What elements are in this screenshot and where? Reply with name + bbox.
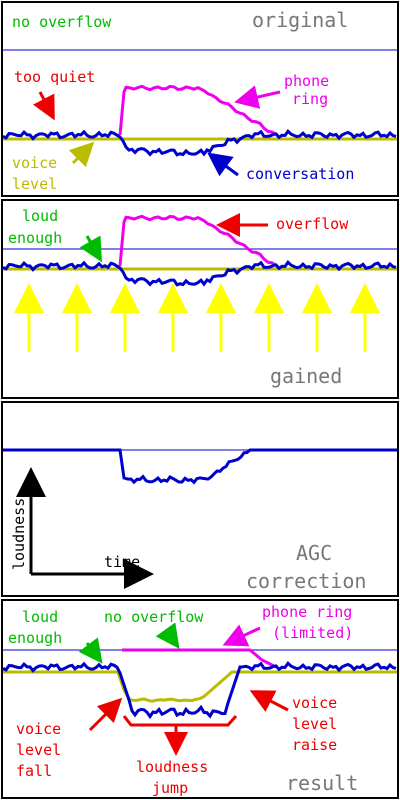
panel-result-frame — [1, 599, 399, 799]
voice-fall-label-line3: fall — [16, 762, 52, 780]
voice-raise-arrow — [249, 690, 289, 712]
phone-ring-arrow — [234, 85, 281, 109]
voice-raise-label-line3: raise — [292, 736, 337, 754]
conversation-signal-result — [2, 661, 397, 720]
voice-raise-label-line1: voice — [292, 694, 337, 712]
result-phone-label-line2: (limited) — [272, 624, 353, 642]
voice-fall-label-line1: voice — [16, 720, 61, 738]
phone-ring-signal-result — [122, 648, 277, 669]
result-title: result — [286, 771, 358, 795]
result-no-overflow-arrow — [155, 622, 180, 649]
phone-ring-signal-gained — [118, 214, 277, 267]
loudness-jump-bracket — [122, 715, 238, 727]
overflow-label: overflow — [276, 215, 349, 233]
too-quiet-label: too quiet — [14, 68, 95, 86]
original-title: original — [252, 8, 348, 32]
gained-title: gained — [270, 364, 342, 388]
voice-raise-label-line2: level — [292, 715, 337, 733]
gained-loud-label-line1: loud — [22, 207, 58, 225]
voice-fall-arrow — [88, 697, 123, 732]
result-loud-arrow — [78, 637, 103, 664]
voice-level-label-line2: level — [12, 175, 57, 193]
loudness-jump-label-line2: jump — [152, 779, 188, 797]
conversation-signal-gained — [2, 260, 397, 287]
phone-label-line2: ring — [292, 90, 328, 108]
result-phone-label-line1: phone ring — [262, 603, 352, 621]
voice-level-arrow — [68, 141, 95, 168]
loudness-axis-label: loudness — [10, 498, 28, 570]
gain-arrows — [13, 283, 380, 352]
result-phone-arrow — [222, 624, 261, 647]
panel-agc-frame — [1, 401, 399, 597]
agc-title-line2: correction — [246, 569, 366, 593]
result-loud-label-line2: enough — [8, 629, 62, 647]
agc-title-line1: AGC — [296, 541, 332, 565]
voice-level-label-line1: voice — [12, 154, 57, 172]
original-no-overflow-label: no overflow — [12, 13, 112, 31]
gained-loud-label-line2: enough — [8, 229, 62, 247]
result-no-overflow-label: no overflow — [104, 608, 204, 626]
voice-level-signal-result — [3, 670, 397, 703]
phone-ring-signal-original — [118, 84, 277, 136]
voice-fall-label-line2: level — [16, 741, 61, 759]
panel-gained-frame — [1, 199, 399, 399]
conversation-arrow — [207, 152, 239, 177]
phone-label-line1: phone — [284, 72, 329, 90]
conversation-signal-original — [2, 129, 397, 157]
too-quiet-arrow — [33, 91, 55, 121]
agc-correction-curve — [3, 448, 397, 485]
gained-loud-arrow — [79, 235, 102, 263]
loudness-jump-label-line1: loudness — [136, 758, 208, 776]
panel-original-frame — [1, 1, 399, 197]
result-loud-label-line1: loud — [22, 608, 58, 626]
time-axis-label: time — [104, 553, 140, 571]
conversation-label: conversation — [246, 165, 354, 183]
